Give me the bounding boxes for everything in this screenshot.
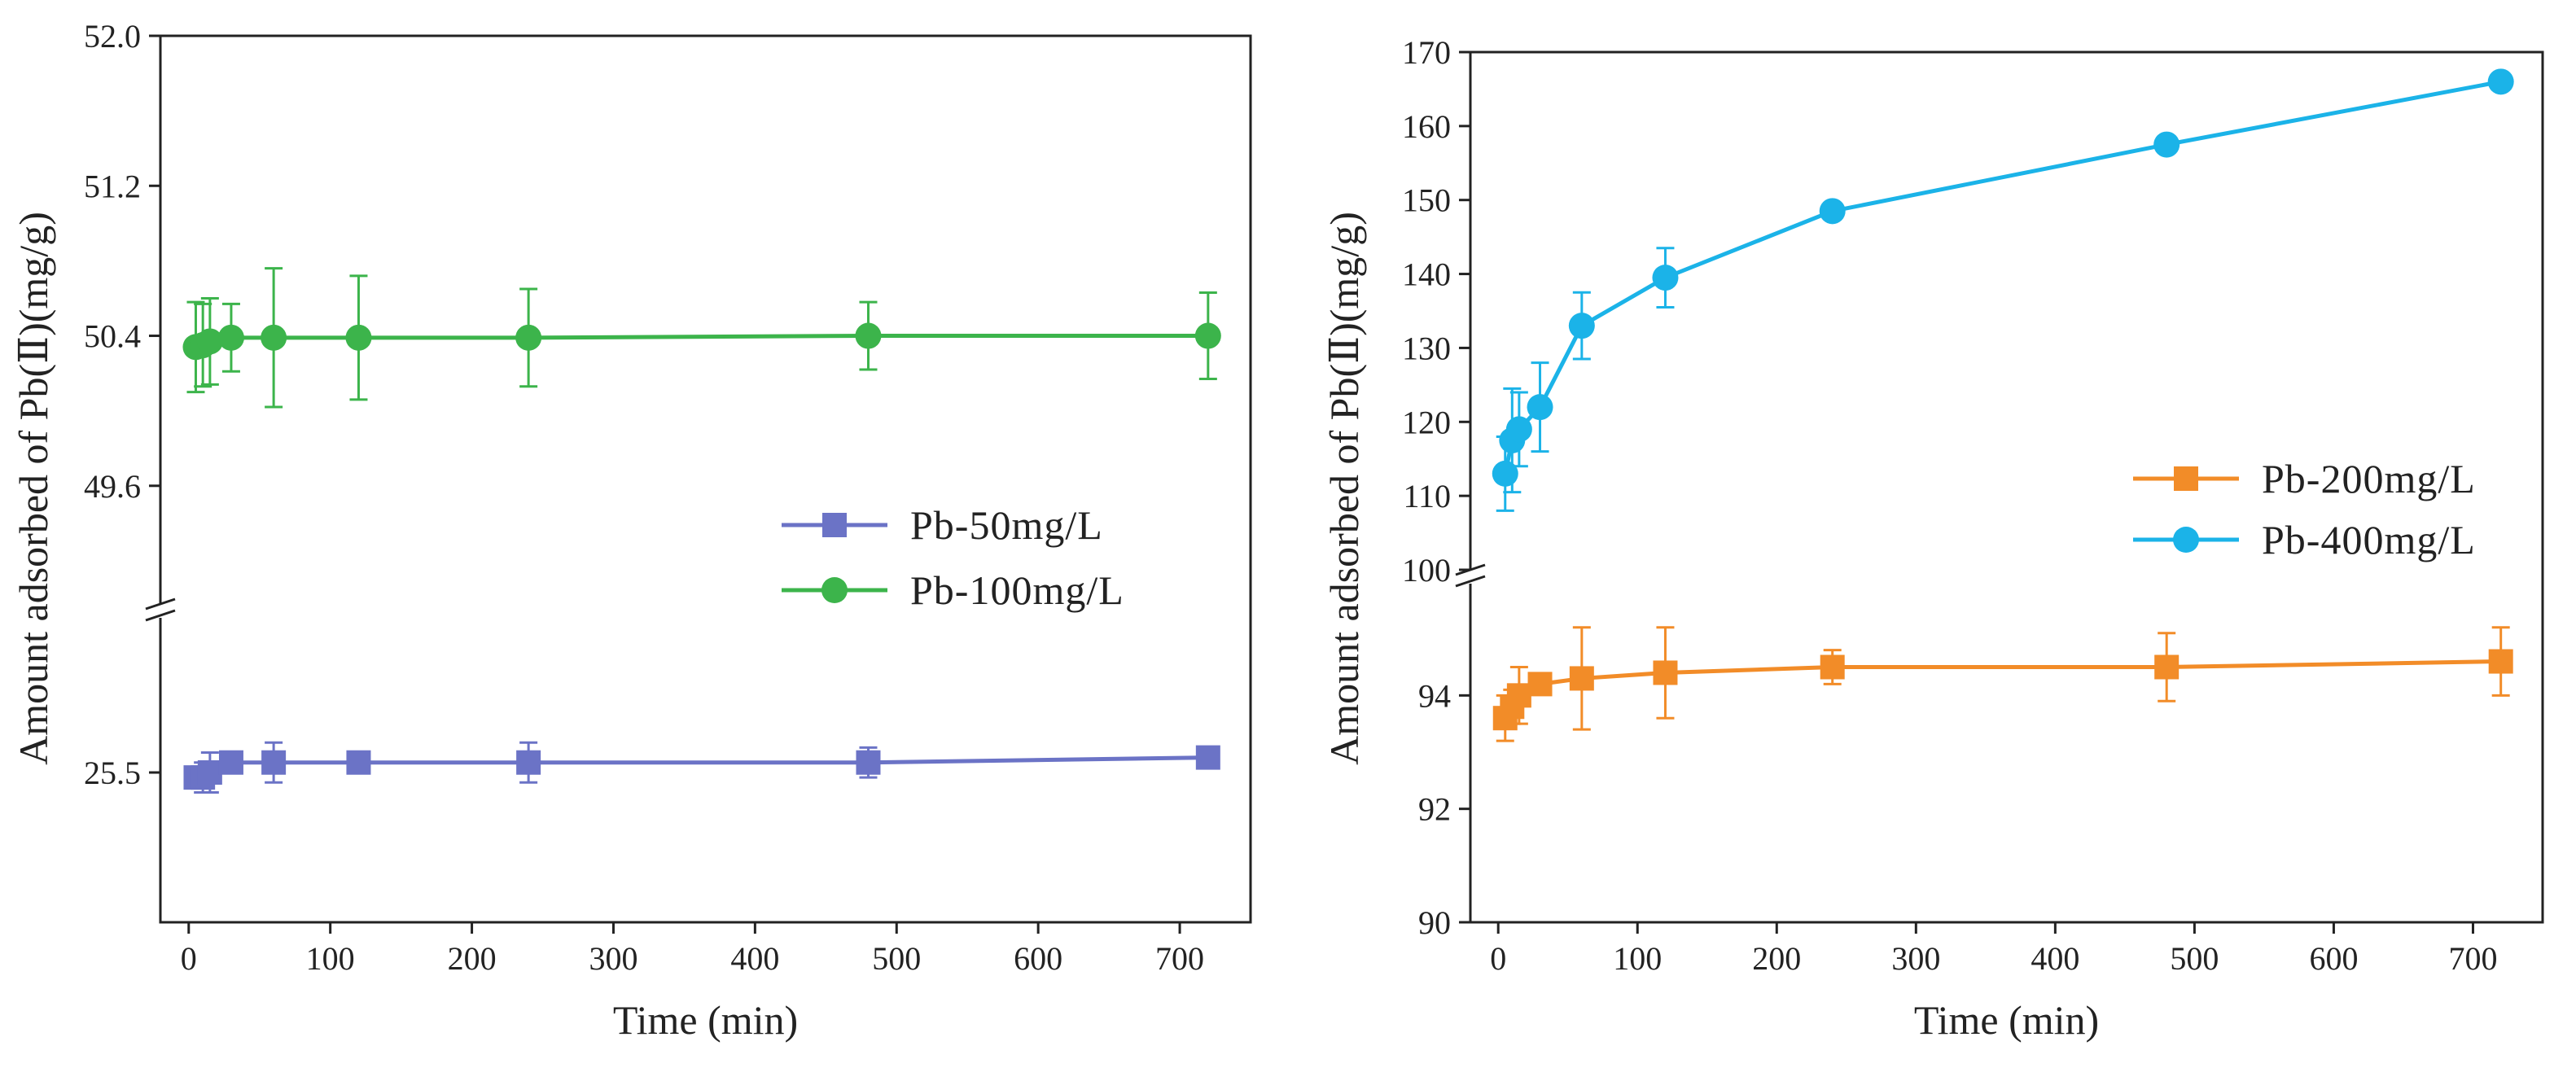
x-tick-label: 400 [730,940,779,977]
x-tick-label: 400 [2031,940,2079,977]
legend-label: Pb-200mg/L [2262,456,2476,501]
y-tick-label: 92 [1418,791,1451,828]
chart-panel-1: 0 100 200 300 400 500 600 700 52.0 51.2 50.4 49.6 25… [11,18,1252,1043]
chart-panel-2: 0 100 200 300 400 500 600 700 170 160 150 140 130 120… [1321,34,2544,1043]
data-point [1569,666,1594,691]
axis-break-mark [145,597,176,611]
x-tick-label: 0 [1490,940,1506,977]
data-point [1194,322,1221,349]
data-point [856,750,881,775]
x-tick-label: 300 [1891,940,1940,977]
data-point [218,750,243,775]
y-tick-label: 110 [1403,478,1451,514]
legend-marker [822,513,847,537]
series-pb-400mg-l [1492,68,2514,512]
y-tick-label: 51.2 [84,168,141,204]
y-tick-label: 49.6 [84,468,141,505]
x-tick-label: 600 [2309,940,2358,977]
x-axis-title: Time (min) [1914,997,2099,1043]
data-point [345,324,372,351]
y-tick-label: 52.0 [84,18,141,55]
data-point [261,324,287,351]
x-tick-label: 500 [872,940,921,977]
x-tick-label: 200 [1752,940,1801,977]
y-axis-title: Amount adsorbed of Pb(Ⅱ)(mg/g) [1321,212,1367,765]
data-point [261,750,287,775]
data-point [196,328,223,355]
axis-break-mark [145,609,176,622]
legend-item: Pb-50mg/L [782,502,1103,548]
legend-item: Pb-100mg/L [782,567,1124,613]
data-point [1527,672,1553,697]
axis-break-mark [1455,575,1486,588]
plot-frame [159,34,1252,924]
data-point [2488,649,2513,674]
legend-marker [2173,527,2199,553]
x-tick-label: 100 [306,940,355,977]
plot-frame [1469,50,2544,924]
x-tick-label: 0 [181,940,197,977]
data-point [1492,460,1518,487]
legend-item: Pb-400mg/L [2133,517,2476,562]
y-tick-label: 170 [1402,34,1451,71]
data-point [217,324,244,351]
legend-label: Pb-50mg/L [910,502,1103,548]
y-axis-title: Amount adsorbed of Pb(Ⅱ)(mg/g) [11,212,56,765]
data-point [1195,745,1220,770]
data-point [1820,654,1845,680]
data-point [1568,313,1595,339]
y-tick-label: 130 [1402,330,1451,366]
y-tick-label: 140 [1402,256,1451,293]
data-point [2154,654,2180,680]
legend-label: Pb-100mg/L [910,567,1124,613]
x-tick-label: 200 [448,940,497,977]
x-tick-label: 600 [1014,940,1062,977]
y-tick-label: 50.4 [84,318,141,355]
data-point [197,760,222,785]
data-point [855,322,882,349]
legend-label: Pb-400mg/L [2262,517,2476,562]
x-tick-label: 700 [2448,940,2497,977]
y-tick-label: 100 [1402,552,1451,589]
y-tick-label: 150 [1402,182,1451,219]
legend-marker [2174,466,2198,491]
y-tick-label: 160 [1402,108,1451,145]
legend-marker [821,577,848,603]
y-tick-label: 120 [1402,404,1451,440]
data-point [1527,394,1553,421]
y-tick-label: 94 [1418,677,1451,714]
data-point [346,750,371,775]
data-point [1819,198,1846,225]
data-point [1505,416,1532,443]
y-tick-label: 90 [1418,904,1451,941]
y-tick-label: 25.5 [84,755,141,791]
x-tick-label: 500 [2170,940,2219,977]
x-tick-label: 700 [1155,940,1204,977]
x-tick-label: 300 [589,940,637,977]
data-point [516,750,541,775]
series-pb-50mg-l [183,741,1220,794]
series-pb-100mg-l [182,267,1221,409]
x-axis-title: Time (min) [613,997,798,1043]
data-point [2153,131,2180,158]
data-point [1506,683,1531,708]
x-tick-label: 100 [1613,940,1662,977]
series-pb-200mg-l [1492,626,2513,742]
data-point [1653,660,1678,685]
data-point [2487,68,2514,95]
data-point [1652,265,1679,291]
data-point [515,324,542,351]
legend-item: Pb-200mg/L [2133,456,2476,501]
